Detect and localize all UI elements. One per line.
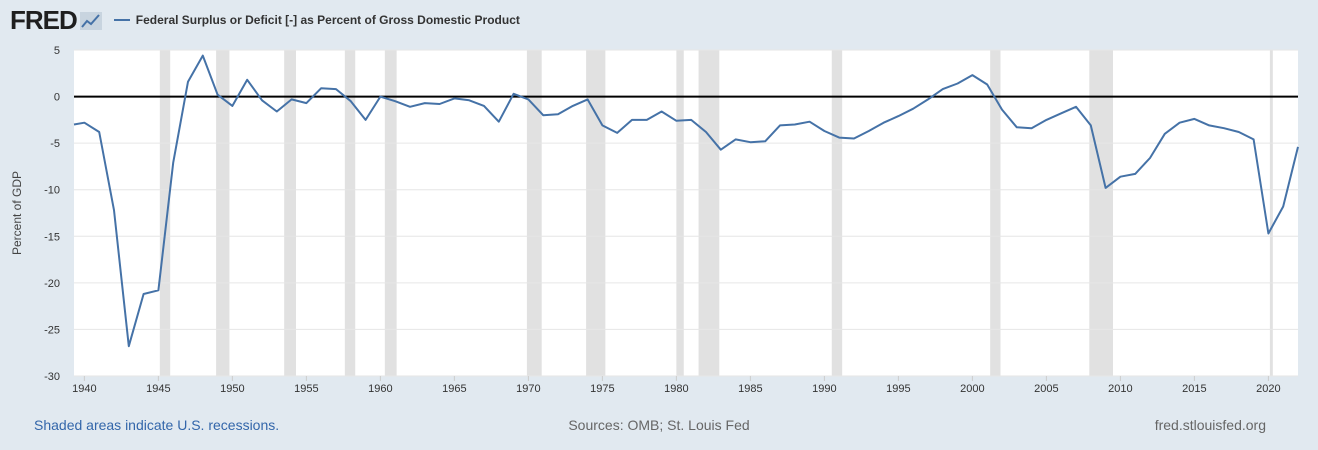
recession-shading xyxy=(159,50,1273,376)
x-tick-label: 1975 xyxy=(590,383,614,395)
series-line xyxy=(73,54,1299,348)
x-tick-label: 2010 xyxy=(1108,383,1132,395)
recession-band xyxy=(344,50,356,376)
x-tick-label: 1980 xyxy=(664,383,688,395)
x-tick-label: 2015 xyxy=(1182,383,1206,395)
trend-chart-icon xyxy=(79,12,102,30)
legend-label: Federal Surplus or Deficit [-] as Percen… xyxy=(135,13,520,27)
y-axis-label: Percent of GDP xyxy=(10,171,24,255)
recession-band xyxy=(990,50,1001,376)
x-tick-label: 1950 xyxy=(220,383,244,395)
x-tick-label: 2020 xyxy=(1256,383,1280,395)
x-tick-label: 2005 xyxy=(1034,383,1058,395)
x-tick-label: 1945 xyxy=(146,383,170,395)
y-tick-label: -20 xyxy=(44,278,60,290)
y-tick-label: 5 xyxy=(54,45,60,57)
x-tick-label: 1940 xyxy=(72,383,96,395)
x-tick-label: 1995 xyxy=(886,383,910,395)
chart-legend[interactable]: Federal Surplus or Deficit [-] as Percen… xyxy=(113,13,520,27)
y-tick-label: 0 xyxy=(54,92,60,104)
y-tick-label: -5 xyxy=(50,138,60,150)
y-axis-ticks: 5 0 -5 -10 -15 -20 -25 -30 xyxy=(44,45,60,383)
site-link[interactable]: fred.stlouisfed.org xyxy=(1154,417,1266,433)
recession-band xyxy=(676,50,684,376)
y-tick-label: -10 xyxy=(44,185,60,197)
x-tick-label: 2000 xyxy=(960,383,984,395)
x-tick-label: 1955 xyxy=(294,383,318,395)
plot-background xyxy=(74,50,1298,376)
recession-band xyxy=(1089,50,1113,376)
recession-band xyxy=(831,50,843,376)
line-chart: 5 0 -5 -10 -15 -20 -25 -30 1940 1945 1950 1955 1960… xyxy=(10,45,1299,395)
recession-band xyxy=(216,50,230,376)
x-tick-label: 1990 xyxy=(812,383,836,395)
recession-band xyxy=(526,50,542,376)
y-tick-label: -15 xyxy=(44,231,60,243)
x-tick-label: 1960 xyxy=(368,383,392,395)
chart-header: FRED Federal Surplus or Deficit [-] as P… xyxy=(10,4,520,35)
recession-band xyxy=(159,50,171,376)
y-tick-label: -25 xyxy=(44,324,60,336)
fred-logo[interactable]: FRED xyxy=(10,4,78,35)
x-tick-label: 1965 xyxy=(442,383,466,395)
sources-note: Sources: OMB; St. Louis Fed xyxy=(568,417,750,433)
x-tick-label: 1970 xyxy=(516,383,540,395)
recession-band xyxy=(698,50,720,376)
x-axis-ticks: 1940 1945 1950 1955 1960 1965 1970 1975 1980 1985… xyxy=(72,376,1281,395)
recession-band xyxy=(284,50,297,376)
recession-band xyxy=(384,50,397,376)
recession-band xyxy=(1269,50,1273,376)
recession-note[interactable]: Shaded areas indicate U.S. recessions. xyxy=(34,417,280,433)
legend-swatch xyxy=(113,19,130,21)
recession-band xyxy=(586,50,606,376)
x-tick-label: 1985 xyxy=(738,383,762,395)
y-tick-label: -30 xyxy=(44,371,60,383)
